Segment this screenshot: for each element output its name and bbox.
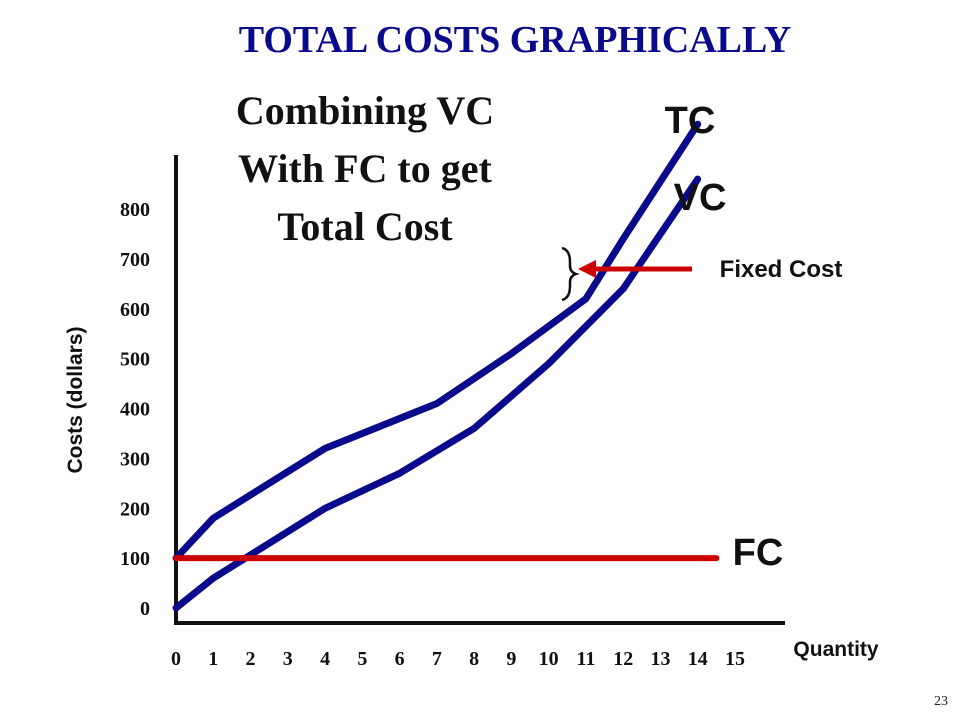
x-tick-label: 2 xyxy=(246,648,256,670)
curve-label-fc: FC xyxy=(733,532,784,574)
curve-label-vc: VC xyxy=(674,177,727,219)
x-tick-label: 10 xyxy=(539,648,559,670)
x-tick-label: 1 xyxy=(208,648,218,670)
y-axis-label: Costs (dollars) xyxy=(64,326,87,473)
x-tick-label: 9 xyxy=(506,648,516,670)
chart-subtitle: Combining VC With FC to get Total Cost xyxy=(190,82,540,256)
y-tick-label: 400 xyxy=(120,399,150,421)
fixed-cost-arrow-head xyxy=(578,260,596,278)
x-tick-label: 4 xyxy=(320,648,330,670)
x-tick-label: 3 xyxy=(283,648,293,670)
x-tick-label: 13 xyxy=(650,648,670,670)
y-tick-label: 800 xyxy=(120,199,150,221)
chart-axes xyxy=(174,155,785,625)
series-line-vc xyxy=(172,175,702,612)
fixed-cost-brace xyxy=(561,246,580,302)
x-axis-label: Quantity xyxy=(793,638,878,661)
x-tick-label: 11 xyxy=(576,648,595,670)
y-tick-label: 500 xyxy=(120,349,150,371)
subtitle-line: With FC to get xyxy=(238,146,492,191)
page-title: TOTAL COSTS GRAPHICALLY xyxy=(238,19,792,61)
x-tick-label: 15 xyxy=(725,648,745,670)
x-tick-label: 14 xyxy=(688,648,708,670)
y-tick-label: 600 xyxy=(120,299,150,321)
y-tick-label: 100 xyxy=(120,548,150,570)
x-tick-label: 12 xyxy=(613,648,633,670)
fixed-cost-label: Fixed Cost xyxy=(720,256,843,283)
x-tick-label: 5 xyxy=(357,648,367,670)
subtitle-line: Combining VC xyxy=(235,88,495,133)
y-tick-label: 200 xyxy=(120,498,150,520)
labels-layer: Costs (dollars) Quantity TC VC FC Fixed Cost xyxy=(64,100,879,661)
x-tick-label: 8 xyxy=(469,648,479,670)
y-tick-label: 0 xyxy=(140,598,150,620)
subtitle-line: Total Cost xyxy=(277,204,453,249)
x-tick-label: 7 xyxy=(432,648,442,670)
y-tick-label: 700 xyxy=(120,249,150,271)
x-tick-label: 6 xyxy=(395,648,405,670)
y-tick-label: 300 xyxy=(120,448,150,470)
series-line-tc xyxy=(172,120,702,562)
curve-label-tc: TC xyxy=(665,100,716,142)
slide-number: 23 xyxy=(934,694,948,709)
series-layer xyxy=(172,120,720,612)
x-tick-label: 0 xyxy=(171,648,181,670)
